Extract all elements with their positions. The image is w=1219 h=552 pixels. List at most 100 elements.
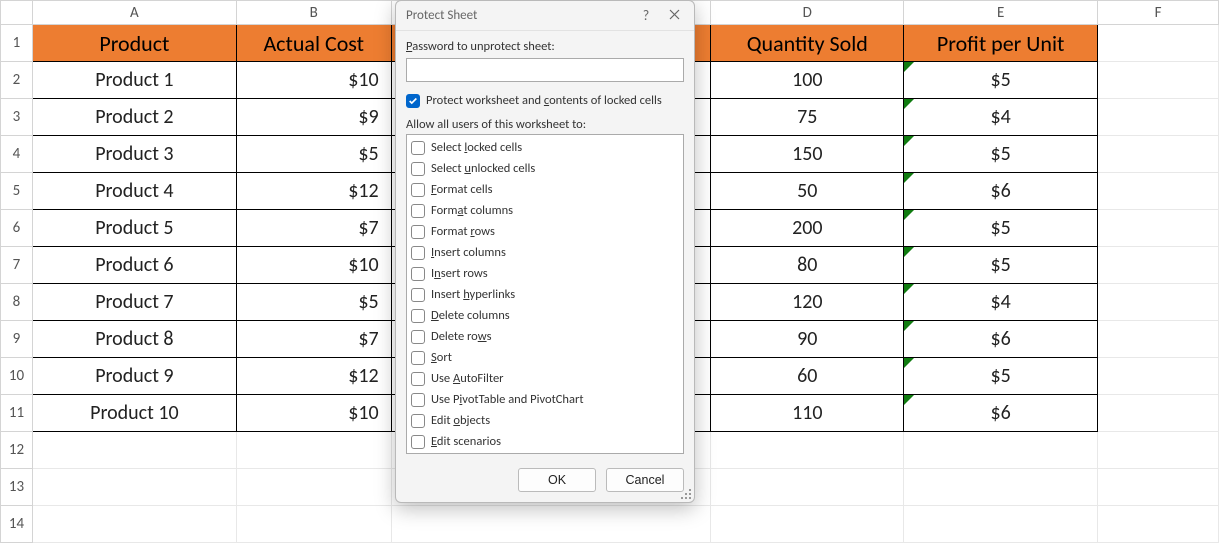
permission-item[interactable]: Sort: [411, 347, 679, 368]
permission-item[interactable]: Format columns: [411, 200, 679, 221]
cell-D5[interactable]: 50: [711, 173, 904, 210]
permission-item[interactable]: Delete rows: [411, 326, 679, 347]
row-header[interactable]: 3: [1, 99, 33, 136]
cell-D9[interactable]: 90: [711, 321, 904, 358]
select-all-corner[interactable]: [1, 1, 33, 25]
cell-F9[interactable]: [1098, 321, 1219, 358]
row-header[interactable]: 10: [1, 358, 33, 395]
permission-item[interactable]: Format cells: [411, 179, 679, 200]
permission-item[interactable]: Insert hyperlinks: [411, 284, 679, 305]
row-header[interactable]: 5: [1, 173, 33, 210]
cell-D7[interactable]: 80: [711, 247, 904, 284]
permission-item[interactable]: Select locked cells: [411, 137, 679, 158]
row-header[interactable]: 9: [1, 321, 33, 358]
resize-grip[interactable]: [680, 488, 692, 500]
cell-E2[interactable]: $5: [904, 62, 1098, 99]
row-header[interactable]: 7: [1, 247, 33, 284]
cell-E5[interactable]: $6: [904, 173, 1098, 210]
cell-C14[interactable]: [391, 506, 711, 543]
password-input[interactable]: [406, 58, 684, 82]
cell-A14[interactable]: [32, 506, 236, 543]
cell-B8[interactable]: $5: [236, 284, 391, 321]
cell-B13[interactable]: [236, 469, 391, 506]
cell-E4[interactable]: $5: [904, 136, 1098, 173]
permission-item[interactable]: Use AutoFilter: [411, 368, 679, 389]
cell-D1[interactable]: Quantity Sold: [711, 25, 904, 62]
permission-item[interactable]: Delete columns: [411, 305, 679, 326]
cell-A6[interactable]: Product 5: [32, 210, 236, 247]
cell-A13[interactable]: [32, 469, 236, 506]
cell-E12[interactable]: [904, 432, 1098, 469]
cell-E14[interactable]: [904, 506, 1098, 543]
cell-B12[interactable]: [236, 432, 391, 469]
col-header-F[interactable]: F: [1098, 1, 1219, 25]
col-header-D[interactable]: D: [711, 1, 904, 25]
cell-E7[interactable]: $5: [904, 247, 1098, 284]
cell-A5[interactable]: Product 4: [32, 173, 236, 210]
cell-F8[interactable]: [1098, 284, 1219, 321]
cell-D4[interactable]: 150: [711, 136, 904, 173]
cell-A1[interactable]: Product: [32, 25, 236, 62]
row-header[interactable]: 1: [1, 25, 33, 62]
cell-D13[interactable]: [711, 469, 904, 506]
cell-A12[interactable]: [32, 432, 236, 469]
col-header-B[interactable]: B: [236, 1, 391, 25]
row-header[interactable]: 12: [1, 432, 33, 469]
cell-B3[interactable]: $9: [236, 99, 391, 136]
permissions-listbox[interactable]: Select locked cellsSelect unlocked cells…: [406, 134, 684, 454]
row-header[interactable]: 4: [1, 136, 33, 173]
cell-F2[interactable]: [1098, 62, 1219, 99]
cell-B14[interactable]: [236, 506, 391, 543]
cell-E6[interactable]: $5: [904, 210, 1098, 247]
close-button[interactable]: [660, 7, 688, 24]
cell-D14[interactable]: [711, 506, 904, 543]
permission-item[interactable]: Edit scenarios: [411, 431, 679, 452]
permission-item[interactable]: Insert rows: [411, 263, 679, 284]
cell-A2[interactable]: Product 1: [32, 62, 236, 99]
cell-F12[interactable]: [1098, 432, 1219, 469]
cell-B11[interactable]: $10: [236, 395, 391, 432]
row-header[interactable]: 8: [1, 284, 33, 321]
help-button[interactable]: ?: [632, 7, 660, 24]
cell-A11[interactable]: Product 10: [32, 395, 236, 432]
cell-D12[interactable]: [711, 432, 904, 469]
cell-D3[interactable]: 75: [711, 99, 904, 136]
permission-item[interactable]: Format rows: [411, 221, 679, 242]
permission-item[interactable]: Use PivotTable and PivotChart: [411, 389, 679, 410]
protect-contents-checkbox[interactable]: Protect worksheet and contents of locked…: [406, 90, 684, 111]
cancel-button[interactable]: Cancel: [606, 468, 684, 492]
col-header-E[interactable]: E: [904, 1, 1098, 25]
cell-D6[interactable]: 200: [711, 210, 904, 247]
cell-F7[interactable]: [1098, 247, 1219, 284]
cell-A10[interactable]: Product 9: [32, 358, 236, 395]
row-header[interactable]: 11: [1, 395, 33, 432]
cell-F13[interactable]: [1098, 469, 1219, 506]
row-header[interactable]: 6: [1, 210, 33, 247]
permission-item[interactable]: Insert columns: [411, 242, 679, 263]
cell-A8[interactable]: Product 7: [32, 284, 236, 321]
cell-F4[interactable]: [1098, 136, 1219, 173]
cell-B6[interactable]: $7: [236, 210, 391, 247]
cell-B9[interactable]: $7: [236, 321, 391, 358]
cell-D10[interactable]: 60: [711, 358, 904, 395]
cell-F5[interactable]: [1098, 173, 1219, 210]
cell-E13[interactable]: [904, 469, 1098, 506]
cell-E10[interactable]: $5: [904, 358, 1098, 395]
col-header-A[interactable]: A: [32, 1, 236, 25]
dialog-titlebar[interactable]: Protect Sheet ?: [396, 1, 694, 31]
cell-E3[interactable]: $4: [904, 99, 1098, 136]
cell-B5[interactable]: $12: [236, 173, 391, 210]
cell-F10[interactable]: [1098, 358, 1219, 395]
cell-F3[interactable]: [1098, 99, 1219, 136]
row-header[interactable]: 14: [1, 506, 33, 543]
cell-E11[interactable]: $6: [904, 395, 1098, 432]
cell-B4[interactable]: $5: [236, 136, 391, 173]
cell-B2[interactable]: $10: [236, 62, 391, 99]
cell-E9[interactable]: $6: [904, 321, 1098, 358]
row-header[interactable]: 2: [1, 62, 33, 99]
cell-A7[interactable]: Product 6: [32, 247, 236, 284]
cell-A9[interactable]: Product 8: [32, 321, 236, 358]
row-header[interactable]: 13: [1, 469, 33, 506]
cell-D2[interactable]: 100: [711, 62, 904, 99]
cell-F11[interactable]: [1098, 395, 1219, 432]
